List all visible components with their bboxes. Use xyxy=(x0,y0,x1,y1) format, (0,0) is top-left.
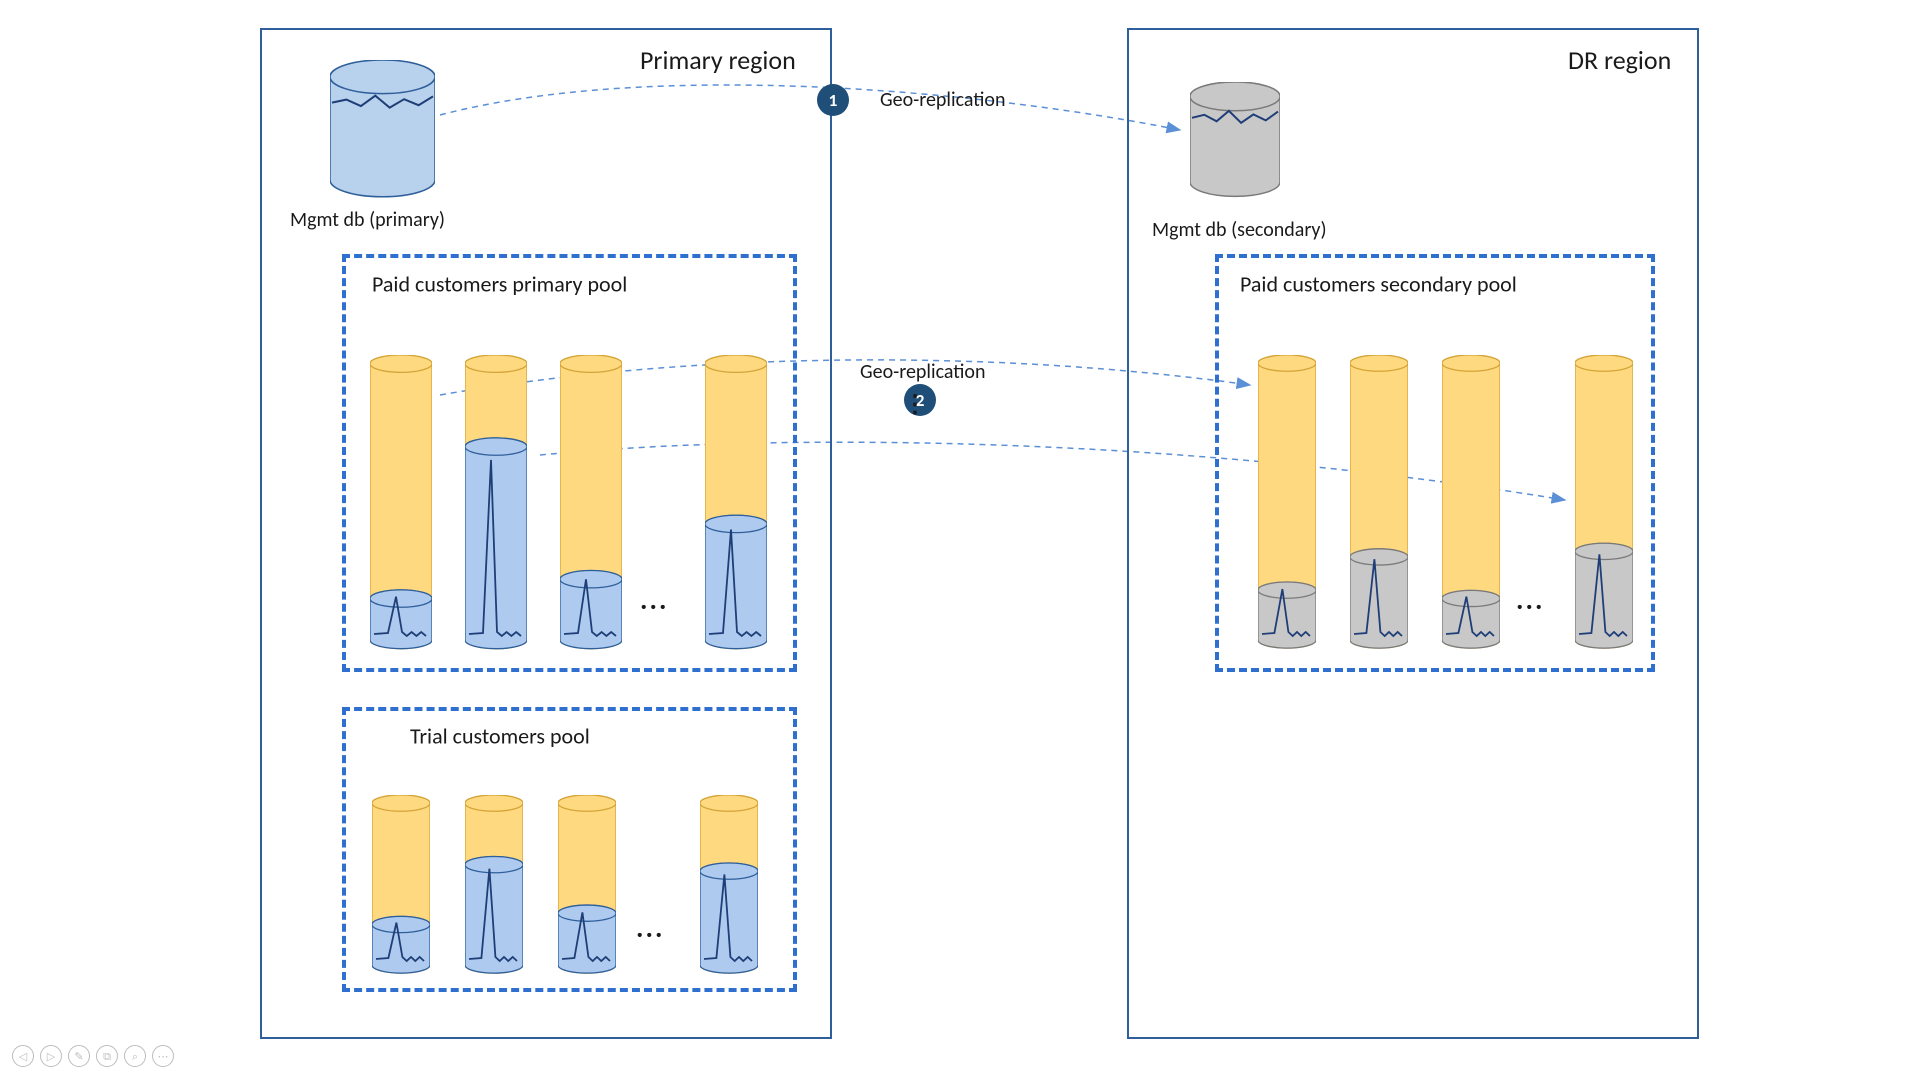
footer-icon-2[interactable]: ▷ xyxy=(40,1045,62,1067)
mgmt-db-primary-icon xyxy=(330,60,435,219)
footer-icon-6[interactable]: ⋯ xyxy=(152,1045,174,1067)
footer-toolbar: ◁ ▷ ✎ ⧉ ⌕ ⋯ xyxy=(12,1045,174,1067)
paid-primary-tube-3 xyxy=(560,355,622,662)
paid-secondary-tube-2 xyxy=(1350,355,1408,661)
trial-pool-title: Trial customers pool xyxy=(410,723,590,750)
dr-region-title: DR region xyxy=(1568,44,1671,76)
mgmt-db-primary-label: Mgmt db (primary) xyxy=(290,208,445,232)
paid-secondary-ellipsis: ... xyxy=(1516,582,1544,617)
geo-replication-label-2: Geo-replication xyxy=(860,360,985,384)
geo-replication-label-1: Geo-replication xyxy=(880,88,1005,112)
paid-primary-tube-1 xyxy=(370,355,432,662)
paid-secondary-tube-3 xyxy=(1442,355,1500,661)
step-badge-1: 1 xyxy=(817,84,849,116)
paid-primary-pool-title: Paid customers primary pool xyxy=(372,271,627,298)
paid-secondary-tube-4 xyxy=(1575,355,1633,661)
mgmt-db-secondary-label: Mgmt db (secondary) xyxy=(1152,218,1327,242)
paid-primary-tube-4 xyxy=(705,355,767,662)
primary-region-title: Primary region xyxy=(640,44,796,76)
footer-icon-1[interactable]: ◁ xyxy=(12,1045,34,1067)
footer-icon-4[interactable]: ⧉ xyxy=(96,1045,118,1067)
footer-icon-5[interactable]: ⌕ xyxy=(124,1045,146,1067)
trial-tube-1 xyxy=(372,795,430,986)
trial-tube-2 xyxy=(465,795,523,986)
trial-ellipsis: ... xyxy=(636,910,664,945)
trial-tube-4 xyxy=(700,795,758,986)
paid-secondary-tube-1 xyxy=(1258,355,1316,661)
vertical-ellipsis-icon: ⋮ xyxy=(903,402,927,408)
paid-secondary-pool-title: Paid customers secondary pool xyxy=(1240,271,1517,298)
paid-primary-tube-2 xyxy=(465,355,527,662)
trial-tube-3 xyxy=(558,795,616,986)
paid-primary-ellipsis: ... xyxy=(640,582,668,617)
mgmt-db-secondary-icon xyxy=(1190,82,1280,216)
footer-icon-3[interactable]: ✎ xyxy=(68,1045,90,1067)
